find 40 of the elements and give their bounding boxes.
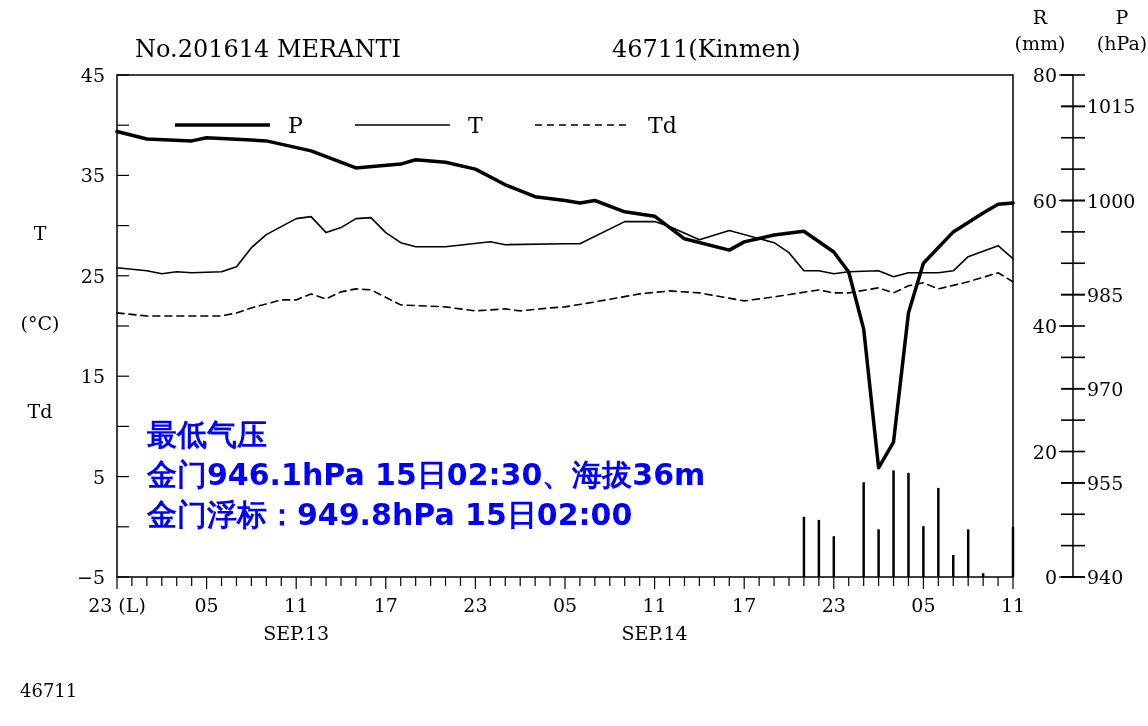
annotation: 金门浮标：949.8hPa 15日02:00 <box>146 497 633 532</box>
y3-axis-title: P (hPa) <box>1096 6 1148 54</box>
y3-tick-label: 985 <box>1087 283 1124 306</box>
y2-tick-label: 60 <box>1032 189 1057 212</box>
y-tick-label: 45 <box>80 64 105 86</box>
y-tick-label: 35 <box>80 164 105 187</box>
text: T (°C) Td <box>20 222 60 422</box>
chart-title: No.201614 MERANTI <box>135 35 401 63</box>
legend-label: T <box>468 113 483 138</box>
annotation: 金门946.1hPa 15日02:30、海拔36m <box>146 457 706 492</box>
x-tick-label: 11 SEP.13 <box>263 594 330 644</box>
x-tick-label: 05 <box>911 594 936 616</box>
y-tick-label: 15 <box>80 365 105 388</box>
x-tick-label: 23 (L) <box>88 594 146 616</box>
y3-tick-label: 955 <box>1087 471 1124 494</box>
annotation: 最低气压 <box>147 417 267 452</box>
legend-label: Td <box>648 113 677 138</box>
text: 46711 <box>20 680 78 701</box>
y3-tick-label: 1000 <box>1087 189 1136 212</box>
x-tick-label: 11 SEP.14 <box>621 594 688 644</box>
legend-label: P <box>288 113 303 138</box>
x-tick-label: 05 <box>194 594 219 616</box>
y3-tick-label: 940 <box>1087 566 1124 588</box>
x-tick-label: 23 <box>463 594 488 616</box>
x-tick-label: 17 <box>732 594 757 616</box>
x-tick-label: 05 <box>552 594 578 616</box>
y2-tick-label: 40 <box>1032 315 1057 337</box>
y-tick-label: 5 <box>92 465 105 488</box>
chart-subtitle: 46711(Kinmen) <box>612 35 801 63</box>
x-tick-label: 11 <box>1000 594 1026 616</box>
y-tick-label: 25 <box>80 264 105 287</box>
y2-axis-title: R (mm) <box>1014 6 1066 54</box>
y-tick-label: −5 <box>76 566 105 588</box>
y2-tick-label: 80 <box>1032 64 1057 86</box>
x-tick-label: 17 <box>373 594 398 616</box>
y2-tick-label: 20 <box>1032 440 1057 463</box>
y3-tick-label: 1015 <box>1087 95 1136 118</box>
x-tick-label: 23 <box>821 594 846 616</box>
y2-tick-label: 0 <box>1044 566 1057 588</box>
y3-tick-label: 970 <box>1087 377 1124 400</box>
